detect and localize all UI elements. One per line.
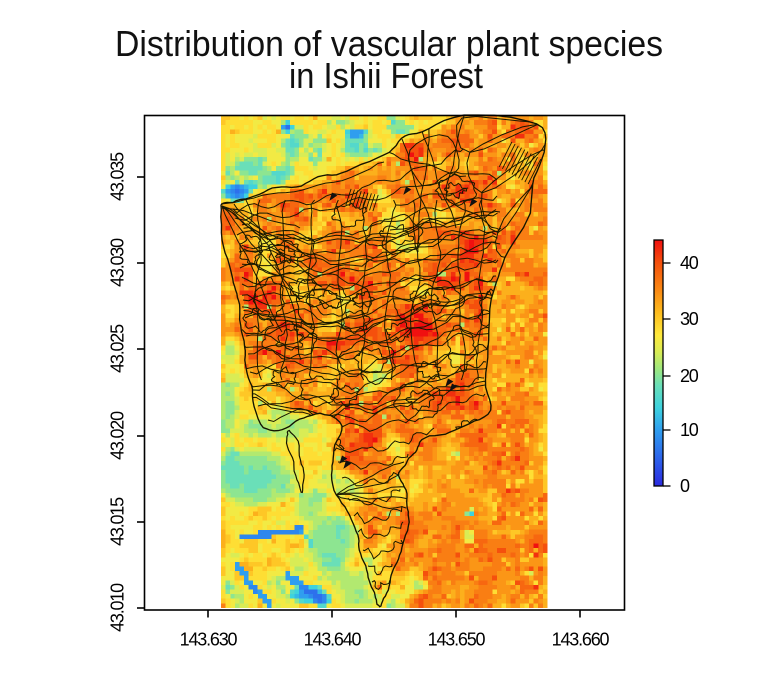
svg-text:10: 10 [680, 420, 699, 440]
svg-text:143.660: 143.660 [552, 630, 610, 650]
svg-text:43.030: 43.030 [108, 238, 128, 287]
svg-text:20: 20 [680, 366, 699, 386]
svg-text:0: 0 [680, 476, 690, 496]
svg-text:143.640: 143.640 [304, 630, 362, 650]
svg-text:40: 40 [680, 253, 699, 273]
svg-text:30: 30 [680, 309, 699, 329]
svg-text:43.015: 43.015 [108, 497, 128, 546]
svg-text:143.630: 143.630 [180, 630, 238, 650]
svg-text:Distribution of vascular plant: Distribution of vascular plant species [115, 23, 663, 64]
svg-text:in Ishii Forest: in Ishii Forest [289, 55, 483, 96]
svg-text:43.020: 43.020 [108, 411, 128, 460]
svg-text:43.035: 43.035 [108, 152, 128, 201]
svg-text:43.025: 43.025 [108, 324, 128, 373]
svg-text:43.010: 43.010 [108, 583, 128, 632]
svg-text:143.650: 143.650 [428, 630, 486, 650]
